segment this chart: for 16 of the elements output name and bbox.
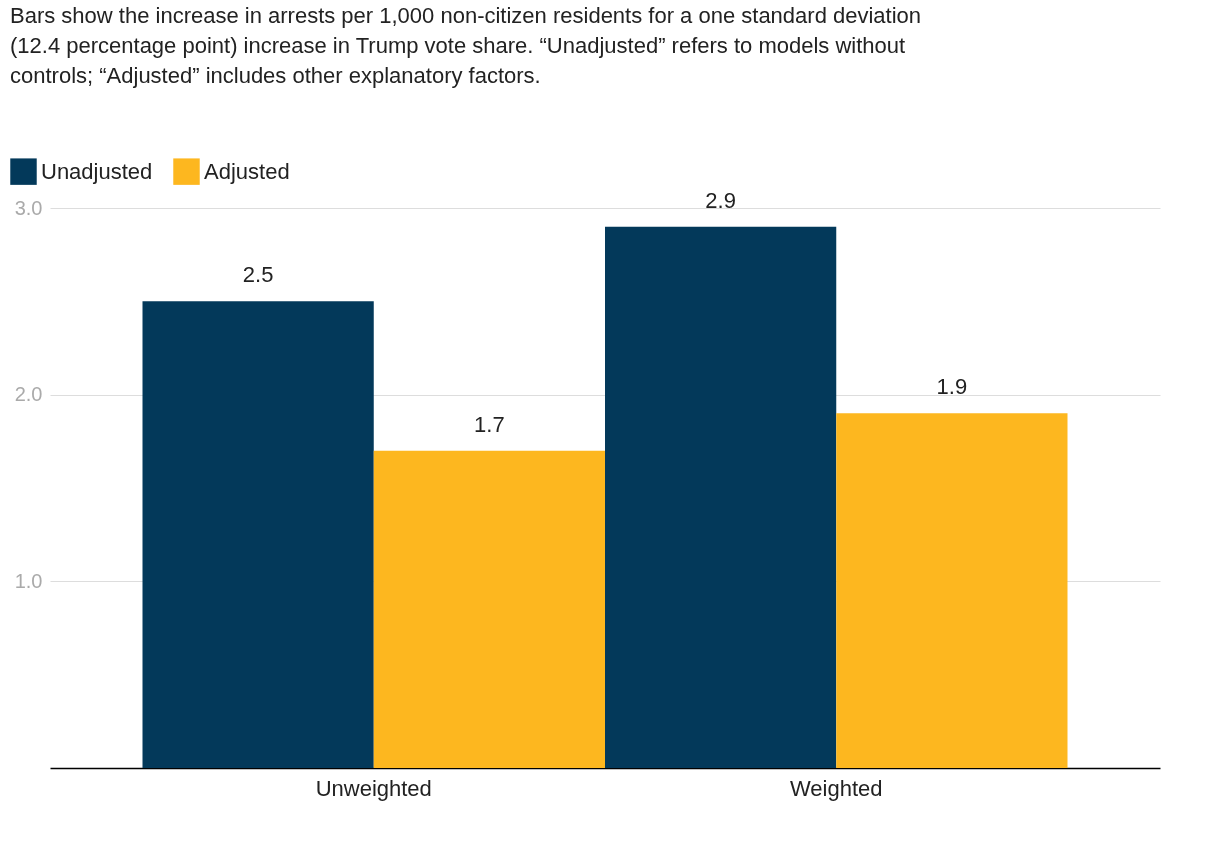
bar (373, 450, 605, 768)
x-tick-label: Unweighted (315, 775, 432, 801)
y-tick-label: 2.0 (14, 383, 43, 406)
data-label: 1.9 (936, 374, 968, 400)
data-label: 2.9 (705, 187, 736, 213)
legend-label: Adjusted (204, 158, 290, 184)
y-tick-label: 3.0 (14, 196, 43, 219)
data-label: 2.5 (242, 262, 274, 288)
data-label: 1.7 (474, 411, 505, 437)
chart-title: Bars show the increase in arrests per 1,000 non-citizen residents for a one standard deviation (12.4 percentage point) increase in Trump vote share. “Unadjusted” refers to models without controls; “Adjusted” includes other explanatory factors. (10, 3, 922, 88)
legend-label: Unadjusted (41, 158, 153, 184)
bar (836, 413, 1068, 768)
x-tick-label: Weighted (789, 775, 883, 801)
bar (142, 301, 374, 768)
y-tick-label: 1.0 (14, 569, 43, 592)
bar (605, 226, 837, 768)
